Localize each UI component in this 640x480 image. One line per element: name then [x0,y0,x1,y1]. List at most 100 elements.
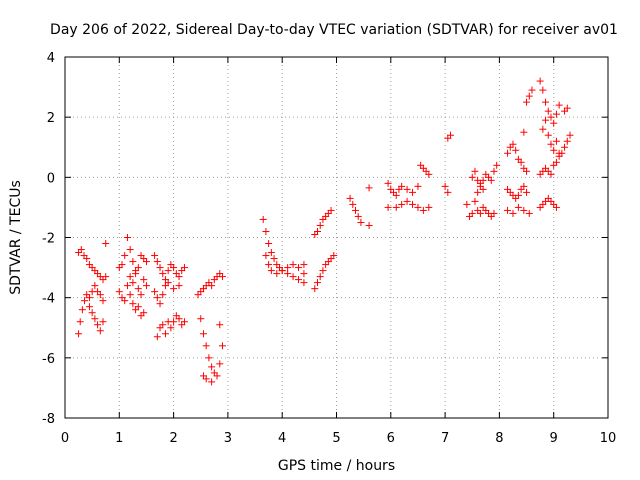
data-point [202,375,210,383]
data-point [392,203,400,211]
data-point [213,372,221,380]
data-point [552,110,560,118]
data-point [490,209,498,217]
data-point [365,184,373,192]
x-tick-label: 7 [441,431,449,446]
data-point [99,318,107,326]
data-point [561,143,569,151]
data-point [180,318,188,326]
data-point [414,182,422,190]
data-point [121,252,129,260]
data-point [504,149,512,157]
x-tick-label: 0 [61,431,69,446]
data-point [523,188,531,196]
data-point [520,182,528,190]
data-point [118,261,126,269]
data-point [153,294,161,302]
data-point [479,185,487,193]
data-point [121,297,129,305]
data-point [126,246,134,254]
data-point [509,209,517,217]
data-point [94,321,102,329]
data-point [520,206,528,214]
data-point [493,161,501,169]
data-point [525,92,533,100]
data-point [167,324,175,332]
data-point [78,306,86,314]
x-tick-label: 8 [495,431,503,446]
data-point [555,101,563,109]
data-point [403,197,411,205]
data-point [175,315,183,323]
data-point [327,206,335,214]
data-point [140,276,148,284]
data-point [83,255,91,263]
x-tick-label: 5 [332,431,340,446]
data-point [447,131,455,139]
data-point [300,279,308,287]
data-point [216,360,224,368]
data-point [566,131,574,139]
data-point [313,227,321,235]
data-point [476,209,484,217]
data-point [409,188,417,196]
data-point [441,182,449,190]
data-point [156,264,164,272]
data-point [85,303,93,311]
data-point [91,315,99,323]
data-point [474,176,482,184]
grid-lines [65,57,608,418]
data-point [278,267,286,275]
data-point [75,330,83,338]
data-point [398,200,406,208]
x-tick-label: 10 [600,431,617,446]
data-point [357,218,365,226]
data-point [365,221,373,229]
data-point [76,318,84,326]
data-point [159,321,167,329]
data-point [129,258,137,266]
data-point [153,258,161,266]
y-tick-label: -2 [42,232,55,247]
data-point [552,203,560,211]
data-point [199,330,207,338]
x-tick-label: 9 [550,431,558,446]
data-point [170,318,178,326]
data-point [552,137,560,145]
data-point [170,264,178,272]
data-point [134,285,142,293]
data-point [414,203,422,211]
data-points [75,77,574,386]
data-point [514,203,522,211]
data-point [270,255,278,263]
data-point [468,209,476,217]
data-point [520,128,528,136]
data-point [284,264,292,272]
data-point [102,240,110,248]
data-point [487,176,495,184]
data-point [170,285,178,293]
data-point [151,252,159,260]
data-point [205,354,213,362]
data-point [259,215,267,223]
data-point [547,170,555,178]
data-point [547,113,555,121]
data-point [85,294,93,302]
data-point [319,267,327,275]
data-point [316,273,324,281]
data-point [96,327,104,335]
y-axis-label: SDTVAR / TECUs [8,180,24,295]
data-point [490,167,498,175]
data-point [550,146,558,154]
x-tick-label: 3 [224,431,232,446]
data-point [517,158,525,166]
data-point [151,288,159,296]
data-point [349,200,357,208]
data-point [384,179,392,187]
data-point [126,273,134,281]
data-point [547,140,555,148]
data-point [330,252,338,260]
data-point [311,285,319,293]
data-point [471,197,479,205]
